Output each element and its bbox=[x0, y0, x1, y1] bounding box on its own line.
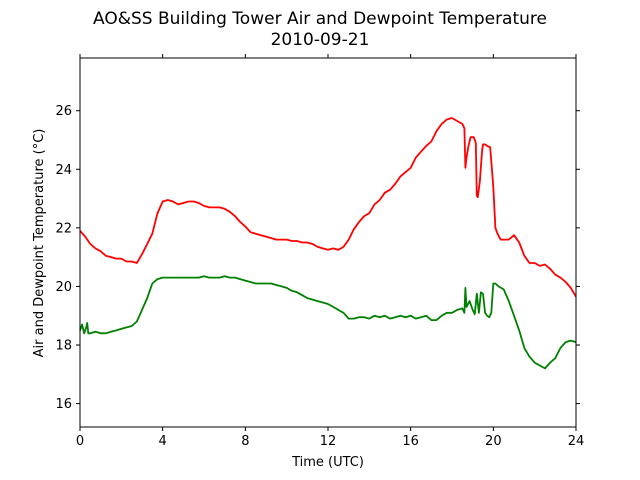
x-tick-label: 20 bbox=[485, 434, 502, 449]
x-tick-label: 24 bbox=[568, 434, 585, 449]
tick-layer: 0 4 8 12 16 20 24 16 18 20 22 24 26 bbox=[55, 54, 584, 449]
y-tick-label: 16 bbox=[55, 397, 72, 412]
x-tick-label: 8 bbox=[241, 434, 249, 449]
plot-frame bbox=[79, 57, 577, 428]
y-tick-label: 18 bbox=[55, 339, 72, 354]
x-axis-label: Time (UTC) bbox=[291, 455, 364, 470]
y-tick-label: 24 bbox=[55, 163, 72, 178]
x-tick-label: 4 bbox=[159, 434, 167, 449]
x-tick-label: 0 bbox=[76, 434, 84, 449]
chart-subtitle: 2010-09-21 bbox=[271, 30, 370, 50]
y-tick-label: 26 bbox=[55, 104, 72, 119]
series-line-dewpoint bbox=[79, 275, 577, 370]
x-tick-label: 12 bbox=[320, 434, 337, 449]
y-tick-label: 22 bbox=[55, 221, 72, 236]
x-tick-label: 16 bbox=[402, 434, 419, 449]
series-layer bbox=[79, 117, 577, 370]
series-line-air bbox=[79, 117, 577, 298]
y-tick-label: 20 bbox=[55, 280, 72, 295]
y-axis-label: Air and Dewpoint Temperature (°C) bbox=[32, 129, 47, 358]
chart-title: AO&SS Building Tower Air and Dewpoint Te… bbox=[93, 9, 547, 29]
